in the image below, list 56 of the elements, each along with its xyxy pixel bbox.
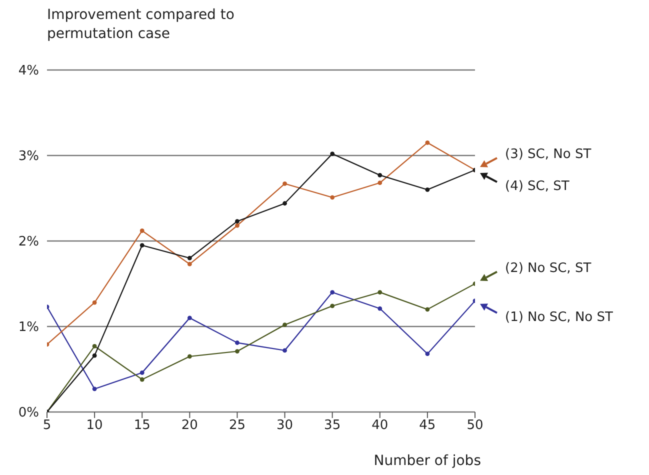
y-tick-label: 1% xyxy=(18,320,39,336)
x-tick-label: 40 xyxy=(372,418,388,434)
legend-label: (4) SC, ST xyxy=(505,179,570,194)
point xyxy=(187,316,192,320)
x-tick-label: 10 xyxy=(86,418,103,434)
point xyxy=(140,228,144,233)
x-tick-label: 50 xyxy=(466,418,484,434)
x-tick-label: 15 xyxy=(134,418,150,434)
line-series xyxy=(47,152,475,412)
x-tick-label: 45 xyxy=(419,418,436,434)
point xyxy=(187,354,192,359)
x-tick-label: 30 xyxy=(276,418,294,434)
legend-label: (1) No SC, No ST xyxy=(505,310,614,325)
x-tick-label: 20 xyxy=(181,418,198,434)
point xyxy=(235,340,240,345)
point xyxy=(425,352,430,356)
point xyxy=(425,307,430,312)
x-tick-label: 5 xyxy=(42,418,52,434)
line-series xyxy=(47,290,475,392)
x-axis-title: Number of jobs xyxy=(374,453,481,469)
point xyxy=(140,377,144,382)
x-tick-label: 35 xyxy=(324,418,341,434)
point xyxy=(235,349,240,354)
point xyxy=(282,201,287,206)
point xyxy=(235,223,240,228)
point xyxy=(92,353,97,358)
y-tick-label: 4% xyxy=(18,64,39,79)
y-tick-label: 3% xyxy=(18,149,39,164)
point xyxy=(187,256,192,260)
point xyxy=(378,172,382,178)
x-tick-label: 25 xyxy=(228,418,246,434)
y-tick-label: 0% xyxy=(18,406,39,421)
point xyxy=(187,262,192,266)
point xyxy=(92,386,97,392)
point xyxy=(330,152,335,156)
point xyxy=(282,348,287,353)
point xyxy=(425,188,430,192)
point xyxy=(92,300,97,305)
point xyxy=(235,219,240,224)
point xyxy=(140,243,144,248)
line-series xyxy=(47,282,475,412)
y-axis-title: Improvement compared to permutation case xyxy=(47,6,236,44)
point xyxy=(140,370,144,375)
point xyxy=(282,182,287,186)
point xyxy=(330,290,335,294)
legend-label: (3) SC, No ST xyxy=(505,147,592,162)
point xyxy=(282,322,287,327)
point xyxy=(378,306,382,311)
y-tick-label: 2% xyxy=(18,234,39,250)
point xyxy=(378,180,382,186)
point xyxy=(378,290,382,294)
point xyxy=(92,344,97,348)
legend-label: (2) No SC, ST xyxy=(505,260,592,276)
point xyxy=(330,304,335,308)
point xyxy=(425,140,430,145)
point xyxy=(330,195,335,200)
